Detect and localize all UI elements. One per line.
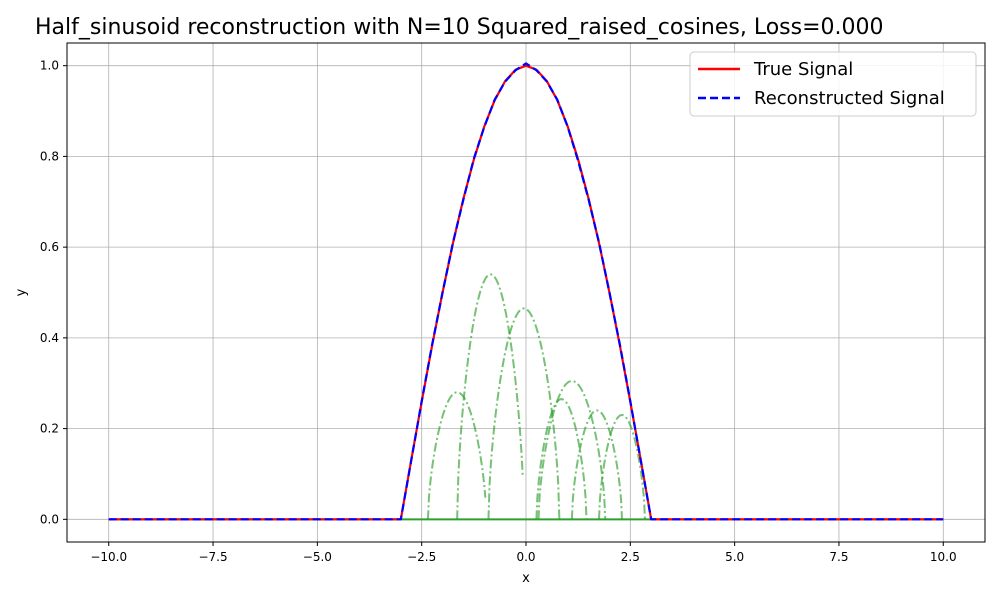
component-curve <box>487 307 561 520</box>
x-tick-label: −2.5 <box>407 550 436 564</box>
x-tick-label: −10.0 <box>90 550 127 564</box>
x-tick-label: 2.5 <box>621 550 640 564</box>
grid <box>67 43 985 542</box>
y-tick-label: 0.6 <box>40 240 59 254</box>
x-tick-label: −5.0 <box>303 550 332 564</box>
legend-label-reconstructed-signal: Reconstructed Signal <box>754 88 945 109</box>
component-curve <box>598 413 646 520</box>
x-tick-label: 5.0 <box>725 550 744 564</box>
y-tick-label: 0.8 <box>40 149 59 163</box>
x-tick-label: −7.5 <box>198 550 227 564</box>
series-line-reconstructed-signal <box>108 62 944 521</box>
x-axis-label: x <box>522 571 530 586</box>
x-tick-label: 10.0 <box>930 550 957 564</box>
x-tick-label: 7.5 <box>829 550 848 564</box>
series-lines <box>108 62 944 521</box>
legend-label-true-signal: True Signal <box>753 59 853 80</box>
component-curve <box>570 409 623 520</box>
x-tick-label: 0.0 <box>516 550 535 564</box>
y-tick-label: 0.2 <box>40 422 59 436</box>
component-curve <box>535 398 588 520</box>
y-axis-label: y <box>14 288 29 296</box>
component-curve <box>456 273 524 520</box>
y-tick-label: 1.0 <box>40 59 59 73</box>
x-axis-ticks: −10.0 −7.5 −5.0 −2.5 0.0 2.5 5.0 7.5 10.0 <box>90 542 957 564</box>
y-axis-ticks: 0.0 0.2 0.4 0.6 0.8 1.0 <box>40 59 67 526</box>
y-tick-label: 0.4 <box>40 331 59 345</box>
component-curve <box>537 379 607 520</box>
legend-box <box>689 51 977 117</box>
y-tick-label: 0.0 <box>40 512 59 526</box>
legend: True Signal Reconstructed Signal <box>689 51 977 117</box>
chart-title: Half_sinusoid reconstruction with N=10 S… <box>35 15 884 40</box>
